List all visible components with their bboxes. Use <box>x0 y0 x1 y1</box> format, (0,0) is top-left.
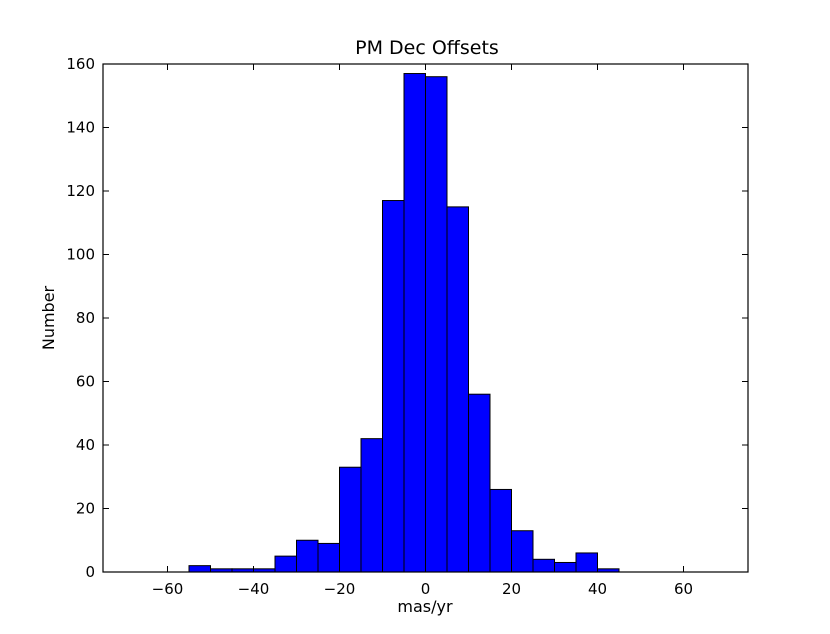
histogram-bar-0 <box>188 565 211 573</box>
bars-group <box>188 73 620 573</box>
y-tick-label: 160 <box>66 55 95 73</box>
y-tick-label: 140 <box>66 119 95 137</box>
histogram-bar-17 <box>554 561 577 573</box>
histogram-bar-9 <box>382 200 405 573</box>
x-axis-label: mas/yr <box>397 597 453 616</box>
histogram-bar-6 <box>317 542 340 573</box>
histogram-bar-4 <box>274 555 297 573</box>
histogram-bar-11 <box>425 76 448 573</box>
histogram-bar-8 <box>360 438 383 573</box>
x-tick-label: 60 <box>674 580 693 598</box>
x-axis-ticks: −60 −40 −20 0 20 40 60 <box>152 64 693 598</box>
histogram-bar-7 <box>339 466 362 573</box>
histogram-bar-10 <box>403 73 426 573</box>
x-tick-label: 0 <box>421 580 431 598</box>
x-tick-label: −60 <box>152 580 184 598</box>
y-tick-label: 20 <box>76 500 95 518</box>
x-tick-label: −20 <box>324 580 356 598</box>
y-tick-label: 40 <box>76 436 95 454</box>
y-axis-label: Number <box>39 285 58 350</box>
y-tick-label: 0 <box>85 563 95 581</box>
histogram-bar-5 <box>296 539 319 573</box>
chart-title: PM Dec Offsets <box>355 37 499 59</box>
x-tick-label: 20 <box>502 580 521 598</box>
histogram-bar-15 <box>511 530 534 573</box>
histogram-bar-16 <box>532 558 555 573</box>
x-tick-label: 40 <box>588 580 607 598</box>
y-tick-label: 100 <box>66 246 95 264</box>
plot-frame <box>102 63 749 573</box>
histogram-bar-14 <box>489 488 512 573</box>
y-axis-ticks: 0 20 40 60 80 100 120 140 160 <box>66 55 748 581</box>
x-tick-label: −40 <box>238 580 270 598</box>
y-tick-label: 120 <box>66 182 95 200</box>
y-tick-label: 60 <box>76 373 95 391</box>
histogram-bar-18 <box>575 552 598 573</box>
histogram-bar-12 <box>446 206 469 573</box>
histogram-bar-13 <box>468 393 491 573</box>
y-tick-label: 80 <box>76 309 95 327</box>
